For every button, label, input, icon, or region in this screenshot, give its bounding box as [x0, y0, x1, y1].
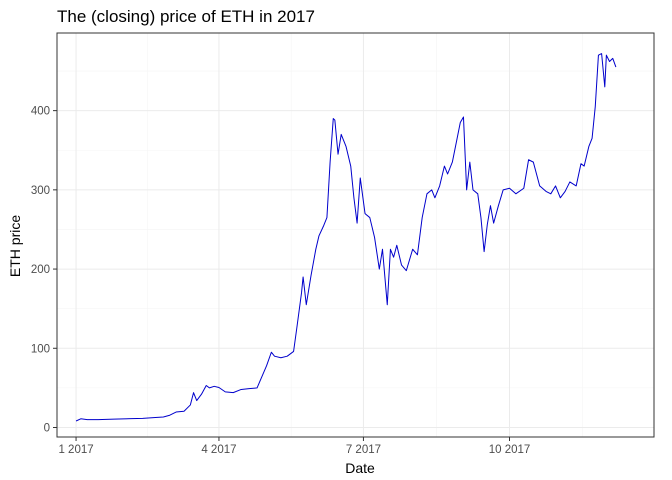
y-tick-label: 400 — [31, 106, 50, 118]
x-tick-label: 4 2017 — [201, 444, 236, 456]
x-axis: 1 2017 4 2017 7 2017 10 2017 — [58, 437, 530, 456]
x-tick-label: 10 2017 — [489, 444, 531, 456]
y-tick-label: 0 — [44, 422, 50, 434]
y-tick-label: 100 — [31, 343, 50, 355]
x-axis-title: Date — [345, 460, 375, 476]
x-tick-label: 7 2017 — [346, 444, 381, 456]
y-axis: 0 100 200 300 400 — [31, 106, 57, 434]
grid-lines — [57, 33, 654, 437]
y-tick-label: 300 — [31, 185, 50, 197]
x-tick-label: 1 2017 — [58, 444, 93, 456]
eth-price-line — [75, 53, 617, 422]
plot-panel-border — [56, 32, 655, 438]
chart-title: The (closing) price of ETH in 2017 — [57, 7, 315, 26]
price-series — [75, 53, 617, 422]
y-axis-title: ETH price — [7, 215, 23, 277]
y-tick-label: 200 — [31, 264, 50, 276]
